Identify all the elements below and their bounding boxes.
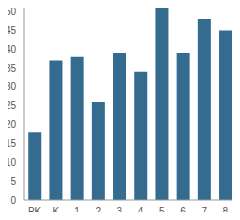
svg-text:3: 3 [117, 206, 123, 212]
svg-text:5: 5 [159, 206, 165, 212]
svg-text:10: 10 [8, 157, 16, 168]
svg-text:15: 15 [8, 138, 16, 149]
svg-text:30: 30 [8, 81, 16, 92]
svg-text:0: 0 [10, 195, 16, 206]
svg-text:8: 8 [223, 206, 229, 212]
svg-text:20: 20 [8, 119, 16, 130]
svg-text:7: 7 [201, 206, 207, 212]
svg-text:35: 35 [8, 63, 16, 74]
svg-text:25: 25 [8, 100, 16, 111]
svg-text:PK: PK [28, 206, 42, 212]
svg-text:K: K [52, 206, 59, 212]
svg-text:2: 2 [95, 206, 101, 212]
svg-text:4: 4 [138, 206, 144, 212]
svg-text:40: 40 [8, 44, 16, 55]
svg-text:1: 1 [74, 206, 80, 212]
svg-text:45: 45 [8, 25, 16, 36]
svg-text:6: 6 [180, 206, 186, 212]
svg-text:50: 50 [8, 8, 16, 17]
svg-text:5: 5 [10, 176, 16, 187]
